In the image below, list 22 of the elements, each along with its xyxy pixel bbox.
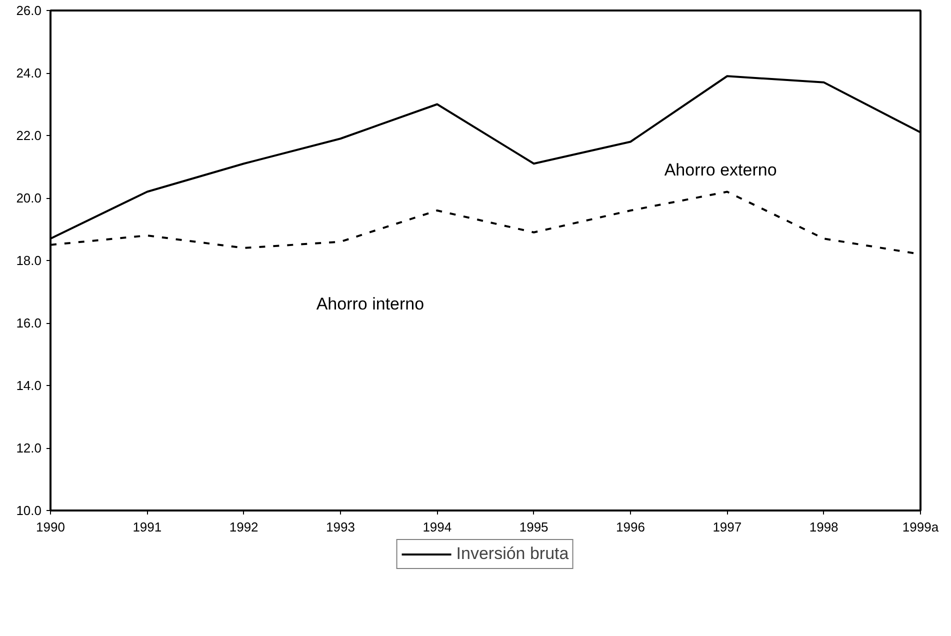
y-tick-label: 12.0: [16, 440, 42, 456]
x-tick-label: 1991: [132, 520, 162, 534]
x-tick-label: 1992: [229, 520, 258, 534]
x-tick-label: 1998: [809, 520, 838, 534]
x-tick-label: 1996: [616, 520, 645, 534]
y-tick-label: 16.0: [16, 316, 42, 330]
legend-label: Inversión bruta: [456, 544, 569, 564]
x-tick-label: 1993: [326, 520, 355, 534]
y-tick-label: 10.0: [16, 503, 42, 518]
annotation: Ahorro interno: [316, 294, 424, 314]
y-tick-label: 22.0: [16, 128, 42, 143]
y-tick-label: 20.0: [16, 190, 42, 206]
y-tick-label: 18.0: [16, 253, 42, 268]
y-tick-label: 26.0: [16, 3, 42, 18]
y-tick-label: 24.0: [16, 66, 42, 80]
x-tick-label: 1994: [422, 520, 452, 534]
x-tick-label: 1995: [519, 520, 548, 534]
x-tick-label: 1990: [36, 520, 65, 534]
x-tick-label: 1997: [712, 520, 742, 534]
annotation: Ahorro externo: [664, 160, 777, 180]
y-tick-label: 14.0: [16, 378, 42, 393]
x-tick-label: 1999a: [902, 520, 940, 534]
